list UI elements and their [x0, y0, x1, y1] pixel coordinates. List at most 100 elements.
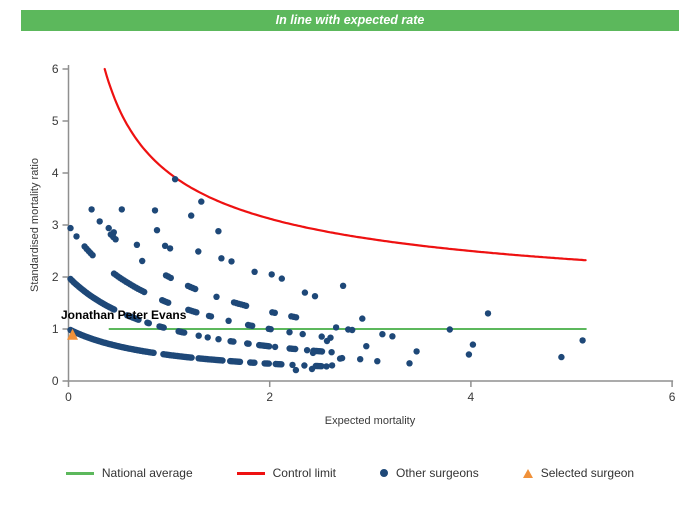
other-surgeon-point[interactable]	[278, 361, 285, 368]
legend-item-selected-surgeon[interactable]: Selected surgeon	[522, 466, 634, 480]
other-surgeon-point[interactable]	[188, 212, 195, 219]
other-surgeon-point[interactable]	[271, 343, 279, 351]
other-surgeon-point[interactable]	[268, 271, 275, 278]
other-surgeon-point[interactable]	[323, 337, 331, 345]
other-surgeon-point[interactable]	[165, 299, 172, 306]
other-surgeon-point[interactable]	[207, 313, 215, 320]
other-surgeon-point[interactable]	[271, 309, 278, 316]
legend-item-national-average[interactable]: National average	[65, 466, 193, 480]
other-surgeon-point[interactable]	[236, 358, 244, 365]
legend-item-other-surgeons[interactable]: Other surgeons	[379, 466, 479, 480]
other-surgeon-point[interactable]	[469, 341, 477, 348]
other-surgeon-point[interactable]	[301, 289, 309, 296]
selected-surgeon-marker[interactable]	[67, 328, 79, 340]
other-surgeon-point[interactable]	[112, 236, 119, 243]
other-surgeon-point[interactable]	[145, 320, 152, 327]
other-surgeon-point[interactable]	[111, 306, 118, 313]
other-surgeon-point[interactable]	[286, 329, 293, 336]
other-surgeon-point[interactable]	[67, 224, 74, 232]
other-surgeon-point[interactable]	[89, 252, 96, 259]
other-surgeon-point[interactable]	[96, 218, 103, 225]
other-surgeon-point[interactable]	[267, 326, 274, 333]
other-surgeon-point[interactable]	[133, 241, 141, 248]
other-surgeon-point[interactable]	[357, 356, 364, 363]
other-surgeon-point[interactable]	[215, 228, 222, 235]
other-surgeon-point[interactable]	[251, 268, 258, 275]
x-tick-label: 2	[266, 390, 273, 404]
other-surgeon-point[interactable]	[318, 363, 325, 370]
other-surgeon-point[interactable]	[167, 274, 174, 282]
other-surgeon-point[interactable]	[363, 343, 370, 350]
other-surgeon-point[interactable]	[311, 293, 319, 300]
other-surgeon-point[interactable]	[303, 347, 311, 354]
other-surgeon-point[interactable]	[359, 315, 366, 322]
other-surgeon-point[interactable]	[219, 357, 226, 364]
other-surgeon-point[interactable]	[289, 361, 296, 369]
other-surgeon-point[interactable]	[406, 360, 413, 367]
other-surgeon-point[interactable]	[188, 354, 195, 361]
other-surgeon-point[interactable]	[230, 338, 237, 345]
other-surgeon-point[interactable]	[139, 257, 146, 265]
other-surgeon-point[interactable]	[309, 349, 317, 357]
other-surgeon-point[interactable]	[379, 331, 386, 338]
other-surgeon-point[interactable]	[292, 314, 300, 321]
other-surgeon-point[interactable]	[242, 302, 250, 309]
x-axis-title: Expected mortality	[325, 415, 416, 427]
other-surgeon-point[interactable]	[118, 206, 126, 213]
other-surgeon-point[interactable]	[349, 326, 356, 334]
other-surgeon-point[interactable]	[166, 245, 174, 252]
other-surgeon-point[interactable]	[265, 360, 272, 367]
other-surgeon-point[interactable]	[181, 329, 188, 336]
other-surgeon-point[interactable]	[160, 324, 167, 331]
other-surgeon-point[interactable]	[323, 363, 330, 370]
other-surgeon-point[interactable]	[301, 362, 308, 369]
other-surgeon-point[interactable]	[135, 316, 142, 323]
other-surgeon-point[interactable]	[328, 349, 335, 356]
other-surgeon-point[interactable]	[195, 248, 202, 255]
other-surgeon-point[interactable]	[558, 353, 565, 361]
other-surgeon-point[interactable]	[278, 275, 285, 282]
other-surgeon-point[interactable]	[338, 354, 346, 362]
other-surgeon-point[interactable]	[318, 348, 326, 355]
other-surgeon-point[interactable]	[332, 324, 340, 331]
other-surgeon-point[interactable]	[228, 258, 235, 265]
other-surgeon-point[interactable]	[204, 334, 211, 341]
other-surgeon-point[interactable]	[151, 207, 159, 214]
other-surgeon-point[interactable]	[198, 198, 205, 205]
other-surgeon-point[interactable]	[328, 362, 336, 369]
other-surgeon-point[interactable]	[465, 351, 473, 358]
other-surgeon-point[interactable]	[215, 336, 222, 343]
other-surgeon-point[interactable]	[171, 176, 179, 183]
other-surgeon-point[interactable]	[292, 345, 299, 353]
other-surgeon-point[interactable]	[265, 343, 273, 350]
other-surgeon-point[interactable]	[141, 288, 148, 296]
other-surgeon-point[interactable]	[318, 333, 325, 340]
other-surgeon-point[interactable]	[110, 229, 118, 236]
other-surgeon-point[interactable]	[73, 233, 80, 240]
other-surgeon-point[interactable]	[579, 337, 586, 344]
other-surgeon-point[interactable]	[161, 242, 169, 249]
other-surgeon-point[interactable]	[245, 340, 252, 347]
legend-item-control-limit[interactable]: Control limit	[236, 466, 336, 480]
other-surgeon-point[interactable]	[193, 309, 200, 316]
other-surgeon-point[interactable]	[374, 358, 381, 365]
other-surgeon-point[interactable]	[225, 317, 232, 324]
other-surgeon-point[interactable]	[192, 285, 199, 293]
other-surgeon-point[interactable]	[105, 224, 112, 232]
other-surgeon-point[interactable]	[299, 330, 306, 338]
other-surgeon-point[interactable]	[218, 255, 225, 262]
other-surgeon-point[interactable]	[308, 365, 316, 373]
other-surgeon-point[interactable]	[292, 366, 300, 374]
other-surgeon-point[interactable]	[484, 310, 492, 317]
other-surgeon-point[interactable]	[195, 332, 202, 339]
other-surgeon-point[interactable]	[389, 333, 396, 340]
other-surgeon-point[interactable]	[150, 349, 157, 356]
other-surgeon-point[interactable]	[446, 326, 453, 333]
other-surgeon-point[interactable]	[88, 206, 95, 213]
other-surgeon-point[interactable]	[213, 293, 220, 300]
other-surgeon-point[interactable]	[339, 282, 347, 289]
other-surgeon-point[interactable]	[153, 227, 161, 234]
other-surgeon-point[interactable]	[251, 359, 258, 366]
other-surgeon-point[interactable]	[413, 348, 420, 355]
other-surgeon-point[interactable]	[249, 322, 256, 329]
